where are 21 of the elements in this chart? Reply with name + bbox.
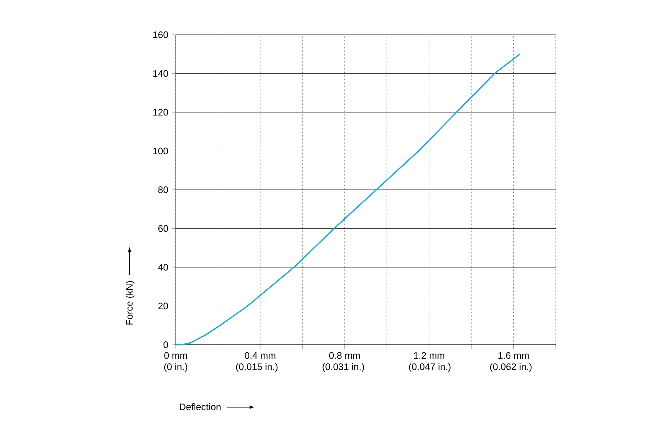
- x2-tick-label: (0.062 in.): [490, 363, 532, 372]
- y-tick-label: 60: [158, 225, 168, 232]
- x2-tick-label: (0 in.): [164, 363, 188, 372]
- x-tick-label: 1.2 mm: [414, 352, 444, 359]
- x2-tick-label: (0.031 in.): [322, 363, 364, 372]
- y-tick-label: 120: [154, 109, 168, 116]
- y-tick-label: 160: [154, 32, 168, 38]
- y-tick-label: 0: [164, 342, 168, 348]
- y-tick-label: 100: [154, 148, 168, 155]
- x-tick-label: 1.6 mm: [498, 352, 529, 360]
- y-tick-label: 20: [158, 302, 168, 310]
- x-tick-label: 0 mm: [164, 352, 188, 360]
- y-axis-title: Force (kN): [126, 281, 135, 325]
- y-tick-label: 80: [158, 186, 168, 194]
- y-tick-label: 40: [158, 264, 168, 271]
- x-tick-label: 0.8 mm: [329, 352, 360, 360]
- x2-tick-label: (0.015 in.): [236, 363, 278, 372]
- x-axis-title: Deflection: [180, 404, 221, 410]
- y-tick-label: 140: [154, 70, 168, 78]
- x-tick-label: 0.4 mm: [245, 352, 276, 360]
- x2-tick-label: (0.047 in.): [409, 363, 451, 372]
